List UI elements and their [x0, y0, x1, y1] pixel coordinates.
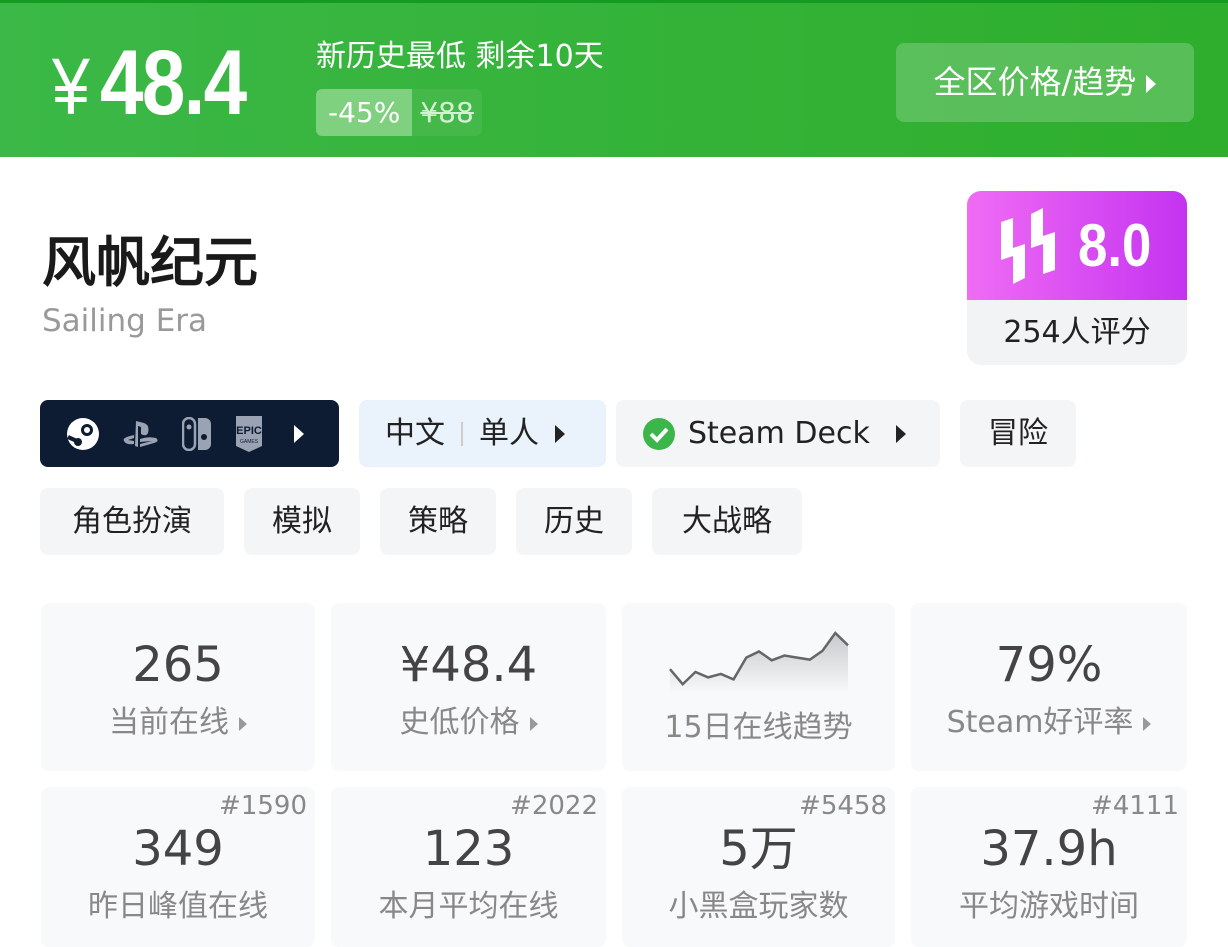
playstation-icon [123, 420, 158, 447]
svg-text:GAMES: GAMES [240, 439, 259, 445]
steam-icon [67, 417, 99, 450]
stat-yesterday-peak: #1590 349 昨日峰值在线 [41, 787, 315, 947]
genre-tag[interactable]: 大战略 [652, 488, 802, 555]
chevron-right-icon [294, 424, 304, 443]
genre-tag[interactable]: 策略 [380, 488, 496, 555]
lowest-price-notice: 新历史最低 剩余10天 [316, 39, 604, 74]
check-circle-icon [643, 417, 675, 450]
genre-tag[interactable]: 冒险 [960, 400, 1076, 467]
epic-games-icon: EPIC GAMES [236, 415, 262, 452]
stat-monthly-average: #2022 123 本月平均在线 [331, 787, 606, 947]
heybox-logo-icon [1001, 207, 1056, 284]
stat-lowest-price[interactable]: ¥48.4 史低价格 [331, 603, 606, 771]
chevron-right-icon [555, 424, 565, 443]
rating-badge[interactable]: 8.0 254人评分 [967, 191, 1187, 365]
rating-count: 254人评分 [1003, 315, 1151, 350]
sparkline-area [670, 633, 848, 693]
discount-percent: -45% [316, 89, 413, 136]
genre-tag[interactable]: 模拟 [244, 488, 360, 555]
online-trend-sparkline [669, 631, 849, 693]
switch-icon [182, 416, 211, 451]
stat-heybox-players: #5458 5万 小黑盒玩家数 [622, 787, 895, 947]
chevron-right-icon [239, 716, 247, 731]
rank: #5458 [799, 791, 887, 821]
original-price: ¥88 [412, 89, 482, 136]
genre-tag[interactable]: 历史 [516, 488, 632, 555]
steam-deck-tag[interactable]: Steam Deck [616, 400, 940, 467]
rank: #4111 [1091, 791, 1179, 821]
genre-tag[interactable]: 角色扮演 [40, 488, 224, 555]
language-mode-tag[interactable]: 中文 单人 [359, 400, 606, 467]
divider [461, 421, 463, 446]
sparkline-line [669, 631, 849, 687]
region-price-button[interactable]: 全区价格/趋势 [896, 43, 1194, 122]
stat-steam-rating[interactable]: 79% Steam好评率 [911, 603, 1187, 771]
rank: #2022 [510, 791, 598, 821]
game-title: 风帆纪元 [42, 231, 258, 294]
platforms-tag[interactable]: EPIC GAMES [40, 400, 339, 467]
svg-text:EPIC: EPIC [236, 425, 262, 437]
chevron-right-icon [1146, 75, 1157, 93]
chevron-right-icon [895, 424, 906, 443]
discount-badge: -45% ¥88 [316, 89, 482, 136]
price-header: ¥48.4 新历史最低 剩余10天 -45% ¥88 全区价格/趋势 [0, 0, 1228, 157]
chevron-right-icon [1143, 716, 1152, 731]
rating-score: 8.0 [1078, 212, 1152, 279]
game-subtitle: Sailing Era [42, 303, 208, 339]
rank: #1590 [219, 791, 307, 821]
stat-average-playtime: #4111 37.9h 平均游戏时间 [911, 787, 1187, 947]
stat-current-online[interactable]: 265 当前在线 [41, 603, 315, 771]
chevron-right-icon [529, 716, 538, 731]
current-price: ¥48.4 [52, 32, 247, 134]
stat-online-trend[interactable]: 15日在线趋势 [622, 603, 895, 771]
